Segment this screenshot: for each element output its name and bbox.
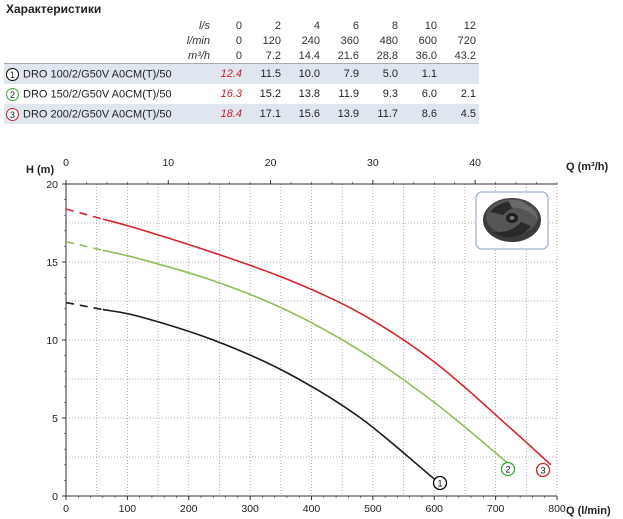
x-tick-label: 600 bbox=[425, 503, 443, 515]
unit-value: 600 bbox=[418, 34, 437, 47]
unit-value: 21.6 bbox=[323, 48, 362, 64]
x-tick-label: 300 bbox=[241, 503, 259, 515]
curve-badge bbox=[432, 475, 448, 491]
unit-value: 12 bbox=[463, 19, 476, 32]
head-value: 1.1 bbox=[401, 63, 440, 84]
curve-badge: 3 bbox=[6, 107, 19, 121]
shutoff-head-value: 18.4 bbox=[212, 104, 245, 124]
model-row: 2 DRO 150/2/G50V A0CM(T)/50 16.3 15.2 13.8 11… bbox=[4, 84, 479, 104]
unit-value: 0 bbox=[235, 19, 242, 32]
unit-value: 720 bbox=[457, 34, 476, 47]
model-row: 1 DRO 100/2/G50V A0CM(T)/50 12.4 11.5 10.0 7.… bbox=[4, 63, 479, 84]
curve-1 bbox=[102, 308, 445, 486]
x-tick-label: 100 bbox=[119, 503, 137, 515]
unit-row: l/s 0 2 4 6 8 10 12 bbox=[4, 18, 479, 33]
head-value: 17.1 bbox=[245, 104, 284, 124]
head-value: 6.0 bbox=[421, 88, 437, 100]
model-name-cell: 2 DRO 150/2/G50V A0CM(T)/50 bbox=[4, 84, 212, 104]
head-value: 13.8 bbox=[298, 88, 320, 100]
unit-value: 36.0 bbox=[401, 48, 440, 64]
model-name: DRO 150/2/G50V A0CM(T)/50 bbox=[23, 88, 172, 100]
x2-tick-label: 10 bbox=[162, 157, 174, 169]
y-tick-label: 15 bbox=[46, 257, 58, 269]
head-value: 13.9 bbox=[323, 104, 362, 124]
curve-2 bbox=[102, 249, 516, 470]
curve-badge: 1 bbox=[6, 67, 19, 81]
x2-tick-label: 20 bbox=[265, 157, 277, 169]
impeller-icon bbox=[483, 198, 541, 242]
curve-badge-label: 1 bbox=[437, 479, 442, 489]
curve-3 bbox=[102, 218, 552, 466]
head-value: 2.1 bbox=[460, 88, 476, 100]
unit-value: 480 bbox=[379, 34, 398, 47]
model-name-cell: 1 DRO 100/2/G50V A0CM(T)/50 bbox=[4, 63, 212, 84]
head-value: 15.6 bbox=[284, 104, 323, 124]
head-value: 11.9 bbox=[338, 88, 359, 100]
x-tick-label: 800 bbox=[548, 503, 566, 515]
unit-value: 2 bbox=[274, 19, 281, 32]
curve-3-dashed bbox=[65, 208, 104, 220]
model-name-cell: 3 DRO 200/2/G50V A0CM(T)/50 bbox=[4, 104, 212, 124]
x2-axis-label: Q (m³/h) bbox=[566, 161, 608, 173]
unit-value: 7.2 bbox=[245, 48, 284, 64]
unit-value: 4 bbox=[313, 19, 320, 32]
unit-value: 0 bbox=[212, 48, 245, 64]
curve-badge-label: 3 bbox=[540, 466, 545, 476]
head-value: 11.5 bbox=[245, 63, 284, 84]
unit-label: m³/h bbox=[4, 48, 212, 64]
y-tick-label: 10 bbox=[46, 335, 58, 347]
unit-value: 120 bbox=[262, 34, 281, 47]
curve-badge-label: 2 bbox=[505, 465, 510, 475]
head-value: 9.3 bbox=[382, 88, 398, 100]
head-value: 7.9 bbox=[323, 63, 362, 84]
curve-1-dashed bbox=[65, 301, 103, 311]
unit-value: 8 bbox=[391, 19, 398, 32]
unit-value: 240 bbox=[301, 34, 320, 47]
shutoff-head-value: 16.3 bbox=[220, 88, 242, 100]
shutoff-head-value: 12.4 bbox=[212, 63, 245, 84]
model-name: DRO 200/2/G50V A0CM(T)/50 bbox=[23, 108, 172, 120]
y-axis-label: H (m) bbox=[26, 164, 54, 176]
x-tick-label: 500 bbox=[364, 503, 382, 515]
x2-tick-label: 30 bbox=[367, 157, 379, 169]
head-value: 15.2 bbox=[259, 88, 281, 100]
unit-row: m³/h 0 7.2 14.4 21.6 28.8 36.0 43.2 bbox=[4, 48, 479, 64]
page-title: Характеристики bbox=[6, 2, 102, 16]
head-value bbox=[440, 63, 479, 84]
model-row: 3 DRO 200/2/G50V A0CM(T)/50 18.4 17.1 15.6 13… bbox=[4, 104, 479, 124]
model-name: DRO 100/2/G50V A0CM(T)/50 bbox=[23, 68, 172, 80]
head-value: 11.7 bbox=[362, 104, 401, 124]
unit-value: 6 bbox=[352, 19, 359, 32]
curve-badge bbox=[500, 461, 516, 477]
x2-tick-label: 40 bbox=[469, 157, 481, 169]
head-value: 10.0 bbox=[284, 63, 323, 84]
x-axis-label: Q (l/min) bbox=[566, 505, 611, 517]
curve-badge bbox=[535, 462, 551, 478]
unit-value: 360 bbox=[340, 34, 359, 47]
unit-value: 28.8 bbox=[362, 48, 401, 64]
y-tick-label: 20 bbox=[46, 179, 58, 191]
unit-row: l/min 0 120 240 360 480 600 720 bbox=[4, 33, 479, 48]
unit-label: l/min bbox=[186, 34, 210, 47]
x-tick-label: 200 bbox=[180, 503, 198, 515]
x-tick-label: 0 bbox=[63, 503, 69, 515]
x-tick-label: 400 bbox=[303, 503, 321, 515]
head-value: 5.0 bbox=[362, 63, 401, 84]
unit-value: 14.4 bbox=[284, 48, 323, 64]
unit-value: 0 bbox=[235, 34, 242, 47]
unit-label: l/s bbox=[199, 19, 210, 32]
head-value: 4.5 bbox=[440, 104, 479, 124]
y-tick-label: 0 bbox=[52, 491, 58, 503]
x2-tick-label: 0 bbox=[63, 157, 69, 169]
y-tick-label: 5 bbox=[52, 413, 58, 425]
head-value: 8.6 bbox=[401, 104, 440, 124]
impeller-frame bbox=[475, 191, 549, 250]
curve-badge: 2 bbox=[6, 87, 19, 101]
curve-2-dashed bbox=[65, 240, 104, 252]
unit-value: 43.2 bbox=[440, 48, 479, 64]
x-tick-label: 700 bbox=[487, 503, 505, 515]
unit-value: 10 bbox=[424, 19, 437, 32]
spec-table: l/s 0 2 4 6 8 10 12 l/min 0 120 240 360 480 600 720 m³/h… bbox=[4, 18, 479, 124]
